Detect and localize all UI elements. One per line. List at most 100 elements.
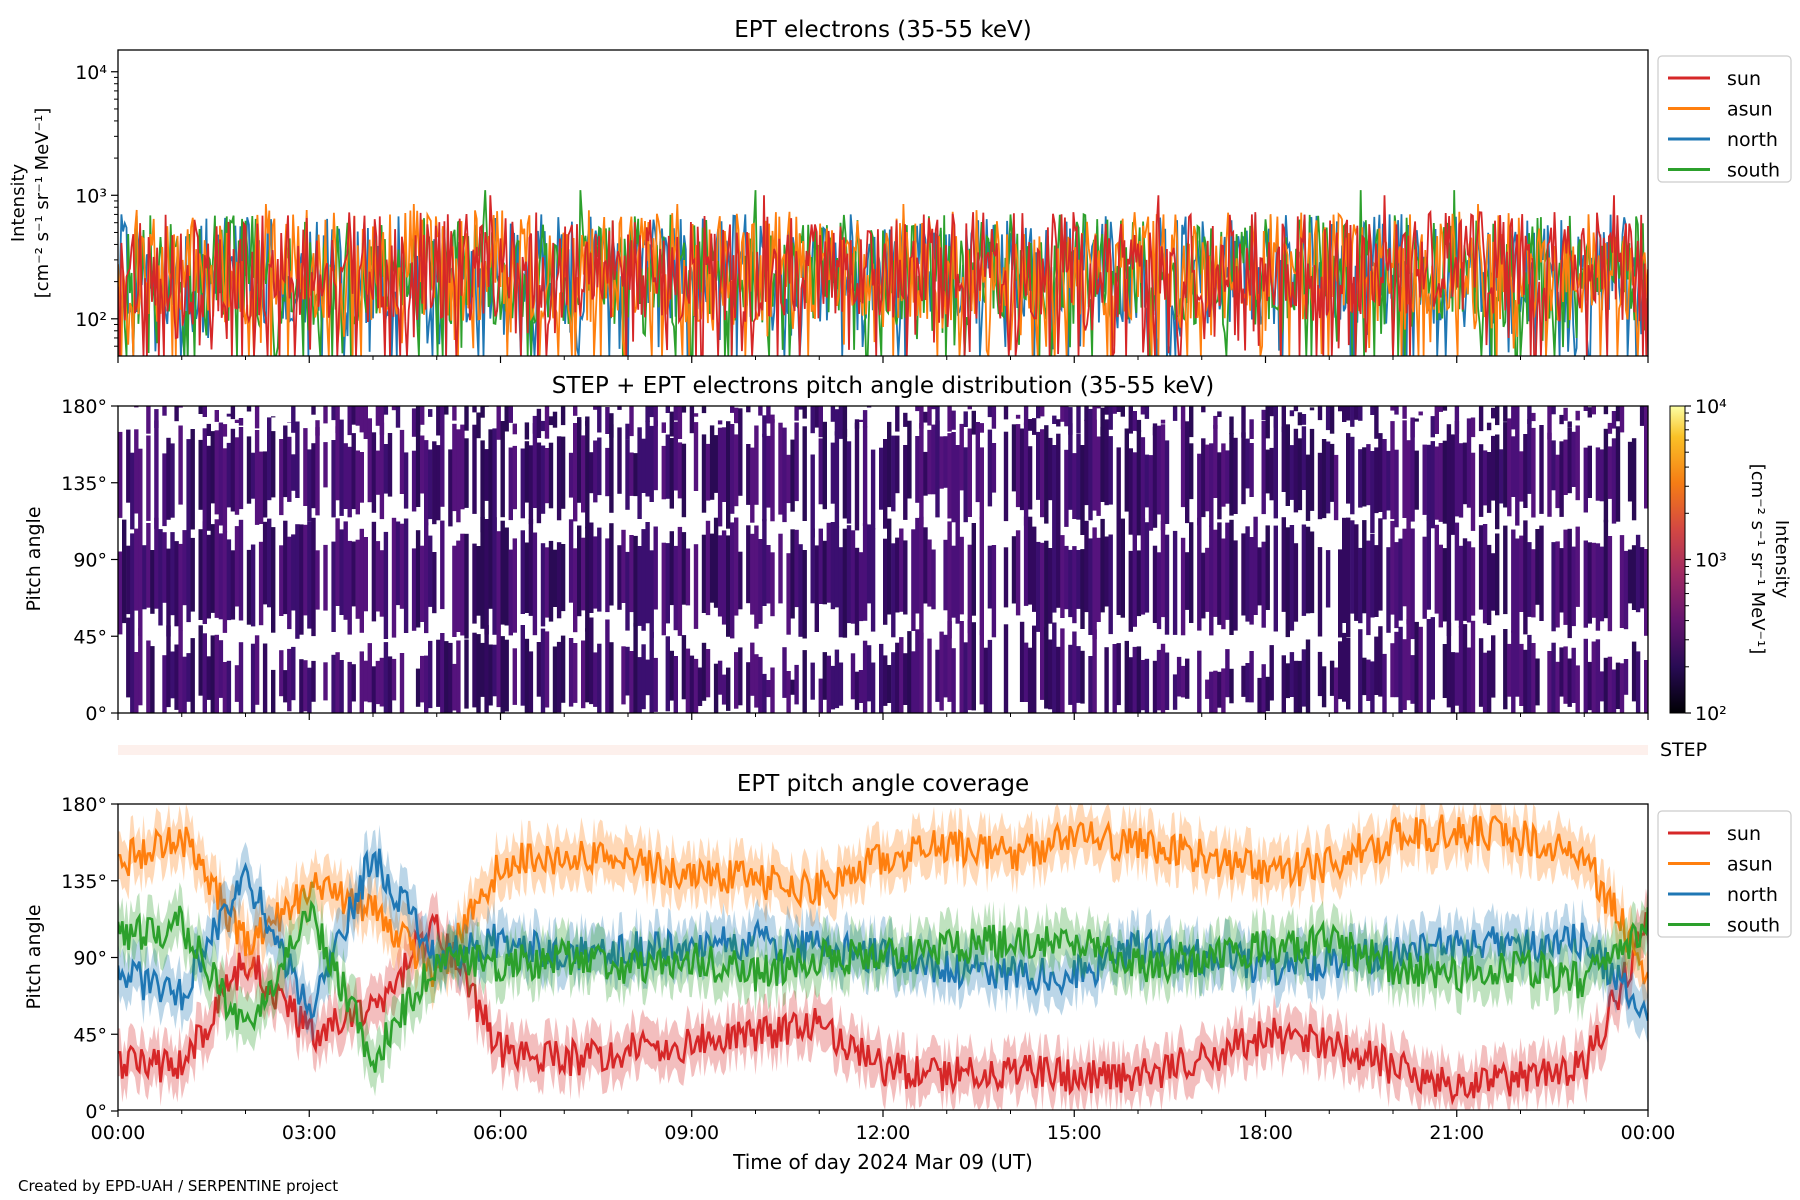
heatmap-cell bbox=[267, 518, 272, 608]
heatmap-cell bbox=[778, 422, 783, 515]
heatmap-cell bbox=[1547, 651, 1552, 713]
heatmap-cell bbox=[1205, 547, 1210, 612]
heatmap-cell bbox=[544, 547, 550, 618]
heatmap-cell bbox=[552, 549, 558, 607]
pitch-angle-coverage-panel: EPT pitch angle coverage 0° 45° 90° 135° 180… bbox=[23, 771, 1792, 1174]
heatmap-cell bbox=[1559, 548, 1564, 613]
heatmap-cell bbox=[166, 548, 171, 637]
heatmap-cell bbox=[1354, 524, 1359, 621]
heatmap-cell bbox=[959, 536, 964, 615]
heatmap-cell bbox=[649, 406, 654, 418]
heatmap-cell bbox=[291, 534, 296, 611]
heatmap-cell bbox=[814, 406, 819, 428]
heatmap-cell bbox=[1023, 422, 1029, 526]
heatmap-cell bbox=[1048, 548, 1053, 624]
heatmap-cell bbox=[1144, 522, 1150, 613]
heatmap-cell bbox=[1160, 419, 1166, 424]
heatmap-cell bbox=[862, 523, 868, 621]
heatmap-cell bbox=[287, 422, 292, 423]
heatmap-cell bbox=[738, 647, 743, 706]
heatmap-cell bbox=[1491, 553, 1496, 611]
heatmap-cell bbox=[1470, 620, 1476, 713]
heatmap-cell bbox=[1003, 431, 1009, 522]
heatmap-cell bbox=[1458, 443, 1464, 518]
heatmap-cell bbox=[331, 440, 336, 518]
heatmap-cell bbox=[134, 406, 139, 408]
heatmap-cell bbox=[536, 408, 542, 438]
heatmap-cell bbox=[1108, 406, 1113, 430]
heatmap-cell bbox=[1172, 406, 1178, 421]
heatmap-cell bbox=[1164, 652, 1170, 710]
heatmap-cell bbox=[1370, 661, 1375, 713]
heatmap-cell bbox=[705, 520, 711, 616]
heatmap-cell bbox=[1068, 423, 1073, 510]
heatmap-cell bbox=[1523, 520, 1528, 635]
heatmap-cell bbox=[883, 538, 888, 625]
heatmap-cell bbox=[1563, 646, 1568, 704]
heatmap-cell bbox=[649, 425, 654, 502]
heatmap-cell bbox=[919, 632, 924, 713]
heatmap-cell bbox=[411, 548, 417, 631]
heatmap-cell bbox=[1446, 424, 1452, 525]
heatmap-cell bbox=[1317, 406, 1323, 421]
heatmap-cell bbox=[1503, 525, 1508, 615]
coverage-line-asun bbox=[118, 814, 1648, 988]
heatmap-cell bbox=[1305, 454, 1311, 521]
legend-box bbox=[1657, 810, 1792, 938]
heatmap-cell bbox=[758, 406, 763, 416]
heatmap-cell bbox=[234, 526, 240, 607]
heatmap-cell bbox=[1639, 547, 1645, 609]
heatmap-cell bbox=[323, 544, 328, 611]
heatmap-cell bbox=[1583, 406, 1588, 411]
heatmap-cell bbox=[452, 545, 457, 637]
heatmap-cell bbox=[730, 406, 735, 413]
heatmap-cell bbox=[1462, 442, 1468, 505]
heatmap-cell bbox=[1366, 444, 1371, 506]
heatmap-cell bbox=[673, 545, 678, 631]
heatmap-cell bbox=[1076, 646, 1081, 703]
heatmap-cell bbox=[335, 406, 340, 434]
heatmap-cell bbox=[488, 644, 493, 706]
heatmap-cell bbox=[540, 543, 546, 627]
heatmap-cell bbox=[214, 430, 219, 515]
heatmap-cell bbox=[1414, 621, 1419, 713]
heatmap-cell bbox=[1374, 545, 1379, 617]
heatmap-cell bbox=[1116, 643, 1121, 706]
heatmap-cell bbox=[1491, 407, 1496, 419]
heatmap-cell bbox=[971, 410, 976, 435]
heatmap-cell bbox=[214, 519, 219, 618]
y-tick-label: 135° bbox=[61, 871, 107, 893]
heatmap-cell bbox=[472, 406, 477, 413]
heatmap-cell bbox=[1438, 406, 1443, 412]
x-tick-label: 12:00 bbox=[856, 1122, 911, 1144]
heatmap-cell bbox=[411, 408, 417, 437]
heatmap-cell bbox=[234, 665, 240, 702]
heatmap-cell bbox=[1201, 552, 1206, 619]
heatmap-cell bbox=[1293, 543, 1299, 622]
heatmap-cell bbox=[1358, 406, 1363, 421]
heatmap-cell bbox=[476, 546, 481, 616]
heatmap-cell bbox=[1358, 547, 1363, 624]
heatmap-cell bbox=[1128, 406, 1133, 434]
heatmap-cell bbox=[1430, 617, 1435, 700]
heatmap-cell bbox=[818, 528, 823, 604]
heatmap-cell bbox=[919, 516, 924, 640]
heatmap-cell bbox=[621, 529, 626, 603]
heatmap-cell bbox=[311, 660, 316, 702]
heatmap-cell bbox=[923, 411, 928, 423]
heatmap-cell bbox=[363, 660, 368, 702]
heatmap-cell bbox=[927, 539, 932, 607]
heatmap-cell bbox=[1036, 406, 1041, 419]
heatmap-cell bbox=[496, 531, 501, 638]
heatmap-cell bbox=[1189, 443, 1194, 500]
heatmap-cell bbox=[1635, 651, 1641, 713]
heatmap-cell bbox=[287, 536, 292, 630]
heatmap-cell bbox=[697, 667, 703, 706]
panel3-ylabel: Pitch angle bbox=[23, 904, 45, 1009]
heatmap-cell bbox=[1132, 452, 1137, 536]
heatmap-cell bbox=[1635, 534, 1641, 613]
heatmap-cell bbox=[1599, 671, 1605, 702]
heatmap-cell bbox=[391, 658, 397, 701]
heatmap-cell bbox=[1486, 452, 1492, 513]
